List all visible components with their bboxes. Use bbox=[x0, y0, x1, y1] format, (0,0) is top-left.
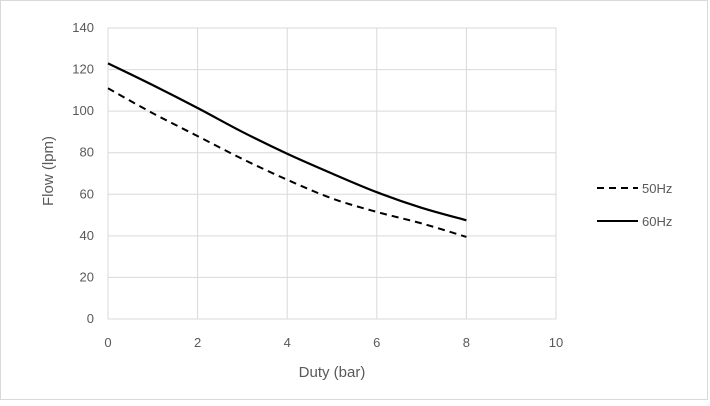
legend-label-50hz: 50Hz bbox=[642, 181, 672, 196]
x-tick-label: 4 bbox=[284, 335, 291, 350]
y-tick-labels: 0 20 40 60 80 100 120 140 bbox=[72, 20, 94, 326]
y-axis-title: Flow (lpm) bbox=[40, 136, 57, 206]
x-axis-title: Duty (bar) bbox=[299, 364, 366, 381]
x-tick-label: 8 bbox=[463, 335, 470, 350]
series-lines bbox=[107, 62, 467, 238]
x-tick-label: 0 bbox=[104, 335, 111, 350]
series-line-50hz bbox=[107, 87, 467, 238]
y-tick-label: 80 bbox=[80, 145, 94, 160]
x-tick-labels: 0 2 4 6 8 10 bbox=[104, 335, 563, 350]
y-tick-label: 40 bbox=[80, 228, 94, 243]
y-tick-label: 140 bbox=[72, 20, 94, 35]
x-tick-label: 10 bbox=[549, 335, 563, 350]
x-tick-label: 2 bbox=[194, 335, 201, 350]
y-tick-label: 120 bbox=[72, 62, 94, 77]
legend: 50Hz 60Hz bbox=[597, 181, 672, 229]
y-tick-label: 60 bbox=[80, 186, 94, 201]
legend-label-60hz: 60Hz bbox=[642, 214, 672, 229]
gridlines bbox=[107, 27, 557, 320]
y-tick-label: 100 bbox=[72, 103, 94, 118]
x-tick-label: 6 bbox=[373, 335, 380, 350]
y-tick-label: 20 bbox=[80, 269, 94, 284]
y-tick-label: 0 bbox=[87, 311, 94, 326]
series-line-60hz bbox=[107, 62, 467, 222]
